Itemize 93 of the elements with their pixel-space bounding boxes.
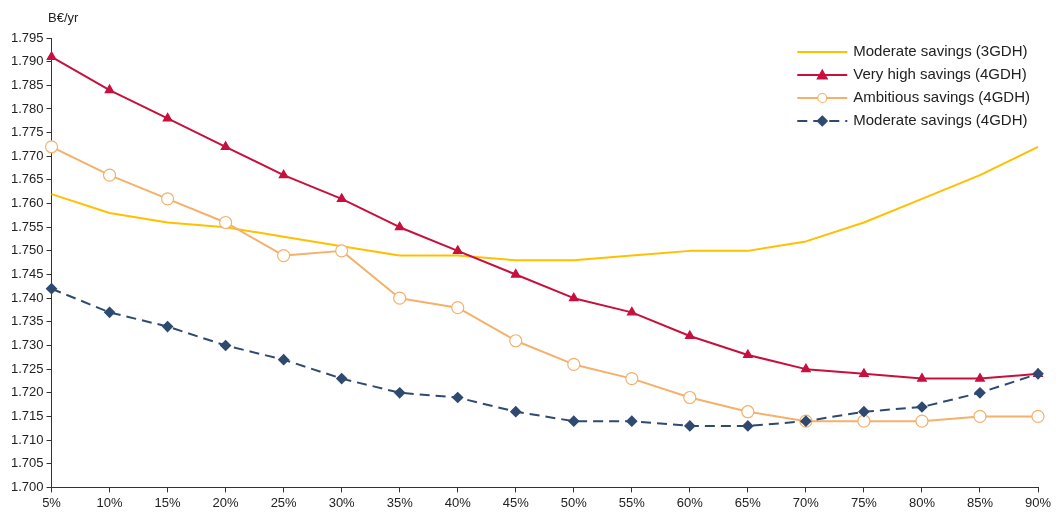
point [626, 415, 638, 427]
y-tick-label: 1.760 [10, 195, 44, 211]
y-tick-label: 1.715 [10, 408, 44, 424]
point [742, 349, 753, 359]
point [161, 320, 174, 333]
point [394, 221, 405, 231]
point [568, 415, 580, 427]
legend-label: Very high savings (4GDH) [853, 65, 1027, 83]
x-tick-label: 55% [618, 494, 646, 510]
y-tick-label: 1.720 [10, 384, 44, 400]
x-tick-label: 30% [328, 494, 356, 510]
y-tick-label: 1.775 [10, 124, 44, 140]
x-tick-label: 50% [560, 494, 588, 510]
point [625, 372, 639, 386]
point [974, 387, 986, 399]
x-tick-label: 80% [908, 494, 936, 510]
x-tick-label: 25% [270, 494, 298, 510]
y-tick-label: 1.735 [10, 313, 44, 329]
y-tick-label: 1.790 [10, 53, 44, 69]
point [916, 401, 928, 413]
point [917, 373, 927, 382]
x-tick-label: 60% [676, 494, 704, 510]
point [336, 373, 348, 385]
point [44, 140, 59, 154]
y-tick-label: 1.795 [10, 29, 44, 45]
point [858, 406, 870, 418]
point [220, 339, 232, 352]
x-tick-label: 10% [96, 494, 123, 510]
y-tick-label: 1.755 [10, 218, 44, 234]
point [220, 141, 231, 150]
point [1031, 409, 1045, 424]
y-tick-label: 1.710 [10, 431, 44, 447]
x-tick-label: 45% [502, 494, 530, 510]
x-tick-label: 20% [212, 494, 240, 510]
point [393, 291, 407, 305]
point [510, 406, 522, 418]
point [975, 373, 985, 382]
point [45, 283, 58, 295]
point [684, 330, 695, 340]
x-tick-label: 40% [444, 494, 472, 510]
point [335, 244, 349, 258]
point [336, 193, 347, 202]
y-tick-label: 1.770 [10, 147, 44, 163]
point [510, 268, 521, 278]
point [684, 420, 696, 432]
point [219, 215, 233, 230]
point [452, 391, 464, 404]
y-tick-label: 1.785 [10, 76, 44, 92]
point [277, 249, 291, 263]
point [683, 390, 697, 405]
point [742, 420, 754, 432]
point [741, 405, 755, 419]
legend-label: Moderate savings (4GDH) [853, 111, 1028, 129]
x-tick-label: 15% [154, 494, 182, 510]
y-tick-label: 1.700 [10, 478, 44, 494]
point [104, 84, 115, 94]
point [46, 51, 57, 61]
x-tick-label: 70% [792, 494, 820, 510]
point [626, 306, 637, 316]
point [452, 245, 463, 254]
x-tick-label: 65% [734, 494, 762, 510]
y-tick-label: 1.740 [10, 289, 44, 305]
y-tick-label: 1.750 [10, 242, 44, 258]
x-tick-label: 75% [850, 494, 878, 510]
y-tick-label: 1.725 [10, 360, 44, 376]
point [800, 363, 811, 373]
point [102, 168, 117, 182]
point [160, 192, 175, 206]
y-tick-label: 1.745 [10, 266, 44, 282]
point [973, 409, 987, 424]
point [103, 306, 116, 318]
point [394, 387, 406, 399]
point [915, 414, 929, 428]
point [278, 169, 289, 179]
y-axis-title: B€/yr [48, 10, 80, 26]
point [857, 414, 871, 428]
legend-label: Ambitious savings (4GDH) [853, 88, 1030, 106]
y-tick-label: 1.780 [10, 100, 44, 116]
x-tick-label: 5% [42, 494, 62, 510]
y-tick-label: 1.705 [10, 455, 44, 471]
legend-label: Moderate savings (3GDH) [853, 42, 1028, 60]
x-tick-label: 35% [386, 494, 414, 510]
point [278, 354, 290, 366]
point [509, 334, 523, 348]
point [451, 301, 465, 315]
point [162, 112, 173, 122]
point [568, 292, 579, 302]
point [567, 357, 581, 372]
x-tick-label: 90% [1024, 494, 1052, 510]
y-tick-label: 1.765 [10, 171, 44, 187]
x-tick-label: 85% [966, 494, 994, 510]
y-tick-label: 1.730 [10, 337, 44, 353]
point [858, 368, 869, 377]
